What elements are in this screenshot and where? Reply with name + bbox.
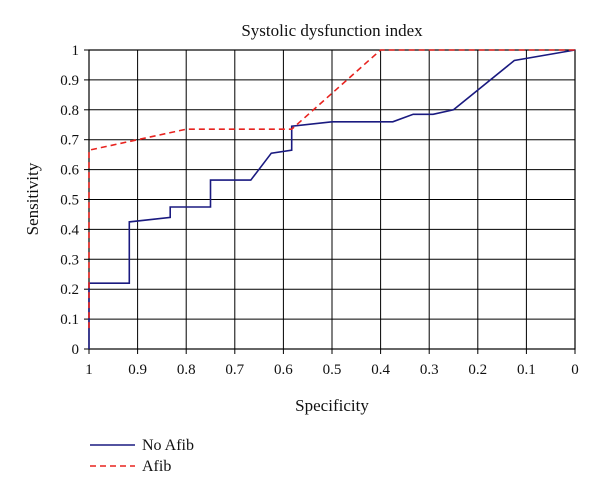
series-layer [88,49,576,349]
series-line-1 [88,49,576,349]
x-tick-label: 0.2 [468,362,487,378]
x-tick-label: 0.1 [517,362,536,378]
x-tick-label: 0 [571,362,579,378]
y-tick-label: 0.3 [60,252,79,268]
x-tick-label: 0.6 [274,362,293,378]
grid-lines [88,49,576,350]
legend: No Afib Afib [90,437,194,475]
y-tick-label: 0.7 [60,133,79,149]
chart-title: Systolic dysfunction index [241,21,423,40]
x-tick-label: 0.5 [323,362,342,378]
x-tick-label: 0.9 [128,362,147,378]
x-tick-label: 0.3 [420,362,439,378]
y-axis-label: Sensitivity [23,162,42,235]
y-tick-label: 0.9 [60,73,79,89]
x-tick-label: 0.8 [177,362,196,378]
legend-label-2: Afib [142,458,171,475]
x-axis: 1 0.9 0.8 0.7 0.6 0.5 0.4 0.3 0.2 0.1 0 [85,349,579,378]
y-tick-label: 0.4 [60,222,79,238]
x-tick-label: 0.7 [225,362,244,378]
x-axis-label: Specificity [295,396,369,415]
x-tick-label: 1 [85,362,93,378]
y-tick-label: 0.2 [60,282,79,298]
y-tick-label: 0.8 [60,103,79,119]
legend-label-1: No Afib [142,437,194,454]
series-line-2 [88,49,575,329]
y-tick-label: 0.6 [60,163,79,179]
y-tick-label: 1 [72,43,80,59]
y-tick-label: 0 [72,342,80,358]
y-tick-label: 0.5 [60,193,79,209]
y-tick-label: 0.1 [60,312,79,328]
y-axis: 0 0.1 0.2 0.3 0.4 0.5 0.6 0.7 0.8 0.9 1 [60,43,89,358]
x-tick-label: 0.4 [371,362,390,378]
